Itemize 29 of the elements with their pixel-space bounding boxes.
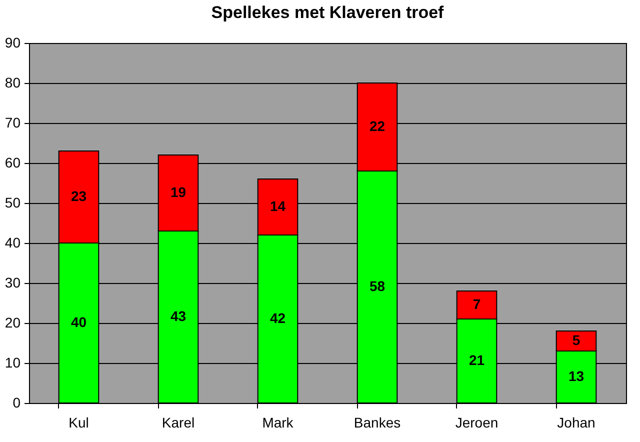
- data-label: 23: [70, 188, 87, 204]
- data-label: 58: [369, 278, 386, 294]
- y-tick-label: 50: [4, 194, 21, 210]
- y-tick-label: 40: [4, 234, 21, 250]
- y-tick-label: 80: [4, 74, 21, 90]
- data-label: 19: [170, 184, 186, 200]
- y-tick-label: 70: [4, 114, 21, 130]
- data-label: 5: [572, 332, 580, 348]
- data-label: 13: [568, 368, 584, 384]
- data-label: 7: [472, 296, 481, 312]
- x-tick-label: Bankes: [354, 414, 401, 430]
- y-tick-label: 60: [4, 154, 21, 170]
- x-tick-label: Kul: [68, 414, 89, 430]
- x-tick-label: Mark: [262, 414, 294, 430]
- y-tick-label: 20: [4, 314, 21, 330]
- data-label: 43: [170, 308, 186, 324]
- data-label: 42: [270, 310, 286, 326]
- chart-title: Spellekes met Klaveren troef: [211, 3, 444, 22]
- x-tick-label: Jeroen: [455, 414, 498, 430]
- y-tick-label: 30: [4, 274, 21, 290]
- data-label: 21: [468, 352, 485, 368]
- y-tick-label: 10: [4, 354, 21, 370]
- x-tick-label: Karel: [162, 414, 195, 430]
- x-tick-label: Johan: [557, 414, 596, 430]
- y-tick-label: 0: [12, 394, 21, 410]
- y-tick-label: 90: [4, 34, 21, 50]
- data-label: 14: [270, 198, 286, 214]
- data-label: 22: [369, 118, 386, 134]
- data-label: 40: [70, 314, 87, 330]
